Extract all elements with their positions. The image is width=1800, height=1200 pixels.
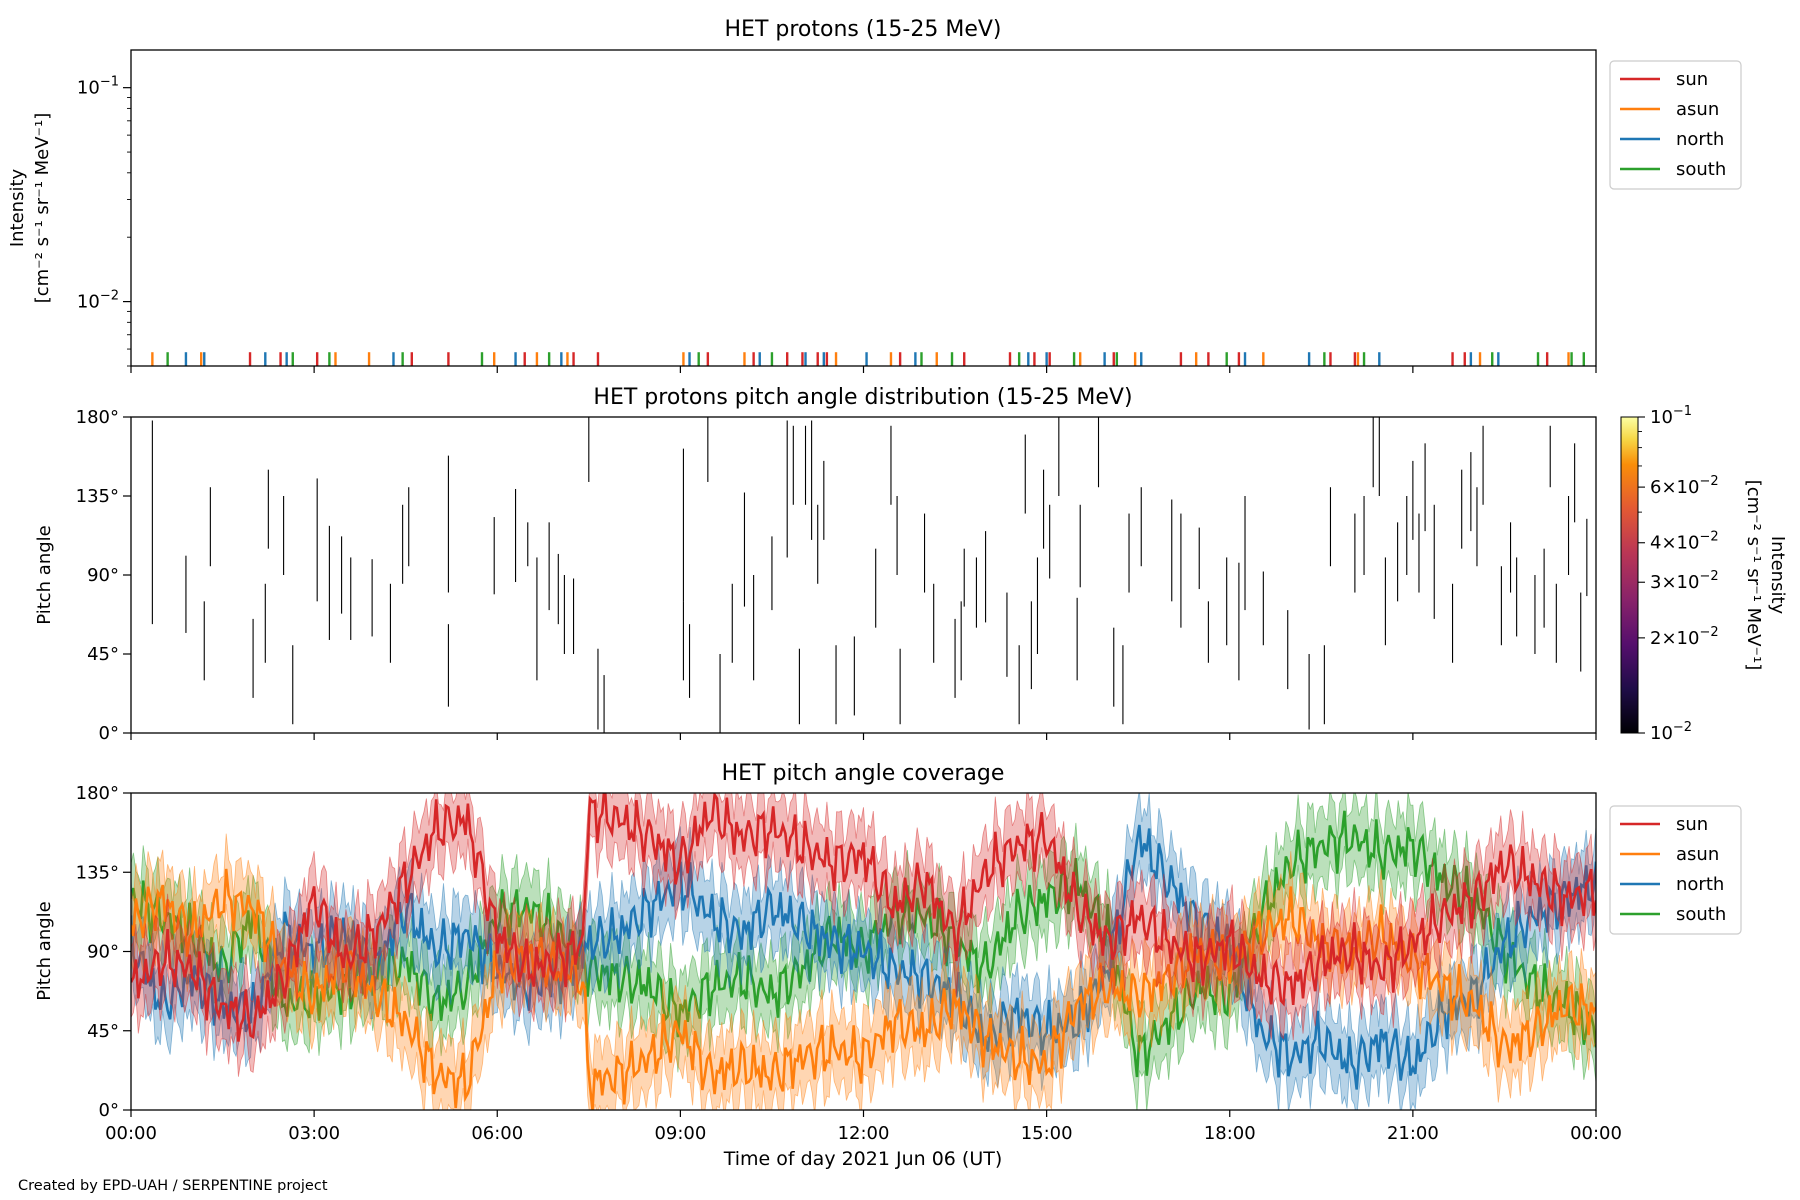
panel3-ticks: 00:00 03:00 06:00 09:00 12:00 15:00 18:00 21:00… <box>76 783 1622 1144</box>
panel-pitch-angle-distribution: HET protons pitch angle distribution (15… <box>34 385 1788 744</box>
panel2-title: HET protons pitch angle distribution (15… <box>593 385 1132 410</box>
x-tick-label: 09:00 <box>654 1123 706 1144</box>
panel2-ylabel: Pitch angle <box>34 525 55 624</box>
x-tick-label: 12:00 <box>838 1123 890 1144</box>
colorbar-ticks: 10−1 6×10−2 4×10−2 3×10−2 2×10−2 10−2 <box>1638 404 1719 744</box>
y-tick-label: 10−2 <box>77 289 119 313</box>
colorbar-label-line1: Intensity <box>1767 536 1788 615</box>
panel3-title: HET pitch angle coverage <box>722 761 1005 786</box>
y-tick-label: 0° <box>99 1100 119 1121</box>
legend-label-asun: asun <box>1676 844 1719 865</box>
legend-box <box>1609 60 1742 190</box>
panel1-frame <box>130 49 1597 367</box>
colorbar-tick-label: 4×10−2 <box>1650 530 1719 554</box>
x-tick-label: 03:00 <box>288 1123 340 1144</box>
legend-label-sun: sun <box>1676 69 1708 90</box>
panel-intensity: HET protons (15-25 MeV) 10−1 10−2 Intensi… <box>7 17 1742 373</box>
legend-label-south: south <box>1676 159 1726 180</box>
panel1-ticks: 10−1 10−2 <box>77 75 1597 373</box>
band-north <box>131 793 1596 1110</box>
panel3-ylabel: Pitch angle <box>34 901 55 1000</box>
x-tick-label: 21:00 <box>1387 1123 1439 1144</box>
colorbar-tick-label: 6×10−2 <box>1650 474 1719 498</box>
panel3-plot-area <box>131 793 1596 1110</box>
line-sun <box>131 793 1596 1042</box>
x-axis-label: Time of day 2021 Jun 06 (UT) <box>723 1148 1003 1170</box>
legend-label-north: north <box>1676 874 1724 895</box>
legend-label-asun: asun <box>1676 99 1719 120</box>
panel1-ylabel-line2: [cm⁻² s⁻¹ sr⁻¹ MeV⁻¹] <box>32 113 53 304</box>
y-tick-label: 180° <box>76 783 119 804</box>
x-tick-label: 18:00 <box>1204 1123 1256 1144</box>
panel1-plot-area <box>151 352 1585 366</box>
footer-credit: Created by EPD-UAH / SERPENTINE project <box>18 1178 328 1194</box>
colorbar-tick-label: 10−1 <box>1650 404 1692 428</box>
y-tick-label: 135° <box>76 486 119 507</box>
colorbar-tick-label: 3×10−2 <box>1650 569 1719 593</box>
panel1-title: HET protons (15-25 MeV) <box>725 17 1002 42</box>
y-tick-label: 10−1 <box>77 75 119 99</box>
x-tick-label: 00:00 <box>1570 1123 1622 1144</box>
y-tick-label: 90° <box>87 942 119 963</box>
line-south <box>131 810 1596 1078</box>
colorbar <box>1620 416 1639 734</box>
panel1-legend: sun asun north south <box>1609 60 1742 190</box>
panel1-ylabel-line1: Intensity <box>7 168 28 247</box>
legend-label-sun: sun <box>1676 814 1708 835</box>
legend-label-south: south <box>1676 904 1726 925</box>
panel3-legend: sun asun north south <box>1609 805 1742 935</box>
x-tick-label: 06:00 <box>471 1123 523 1144</box>
legend-label-north: north <box>1676 129 1724 150</box>
legend-box <box>1609 805 1742 935</box>
x-tick-label: 00:00 <box>105 1123 157 1144</box>
colorbar-tick-label: 10−2 <box>1650 720 1692 744</box>
line-asun <box>131 868 1596 1110</box>
y-tick-label: 135° <box>76 862 119 883</box>
colorbar-label-line2: [cm⁻² s⁻¹ sr⁻¹ MeV⁻¹] <box>1743 480 1764 671</box>
x-tick-label: 15:00 <box>1021 1123 1073 1144</box>
y-tick-label: 45° <box>87 644 119 665</box>
panel2-plot-area <box>151 417 1588 733</box>
y-tick-label: 180° <box>76 407 119 428</box>
colorbar-tick-label: 2×10−2 <box>1650 625 1719 649</box>
y-tick-label: 90° <box>87 565 119 586</box>
y-tick-label: 45° <box>87 1021 119 1042</box>
panel-pitch-angle-coverage: HET pitch angle coverage 00:00 03:00 06:00… <box>34 761 1742 1170</box>
panel2-ticks: 0° 45° 90° 135° 180° <box>76 407 1597 744</box>
y-tick-label: 0° <box>99 723 119 744</box>
